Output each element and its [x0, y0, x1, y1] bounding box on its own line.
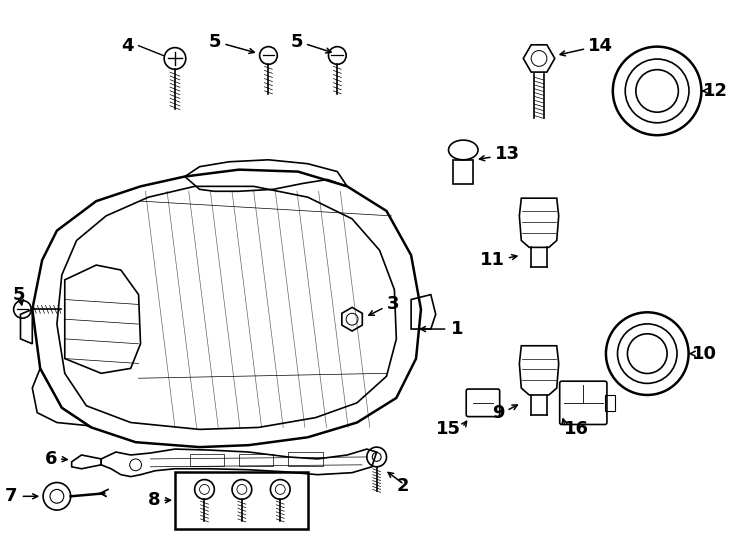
Text: 5: 5	[208, 33, 221, 51]
Text: 8: 8	[148, 491, 160, 509]
Text: 2: 2	[396, 477, 409, 496]
Bar	[175, 472, 308, 529]
Text: 4: 4	[121, 37, 134, 55]
Text: 15: 15	[436, 421, 461, 438]
Bar	[189, 454, 224, 466]
Text: 12: 12	[703, 82, 728, 100]
Text: 5: 5	[12, 286, 25, 303]
Text: 16: 16	[564, 421, 589, 438]
Bar	[239, 454, 273, 466]
Text: 3: 3	[387, 295, 399, 313]
Text: 7: 7	[5, 487, 18, 505]
Text: 10: 10	[691, 345, 716, 363]
Text: 5: 5	[291, 33, 303, 51]
Bar	[605, 395, 615, 411]
Bar	[288, 452, 322, 466]
Text: 11: 11	[479, 251, 504, 269]
Text: 1: 1	[451, 320, 463, 338]
Text: 9: 9	[492, 404, 504, 422]
Text: 13: 13	[495, 145, 520, 163]
Text: 6: 6	[44, 450, 57, 468]
Text: 14: 14	[588, 37, 613, 55]
